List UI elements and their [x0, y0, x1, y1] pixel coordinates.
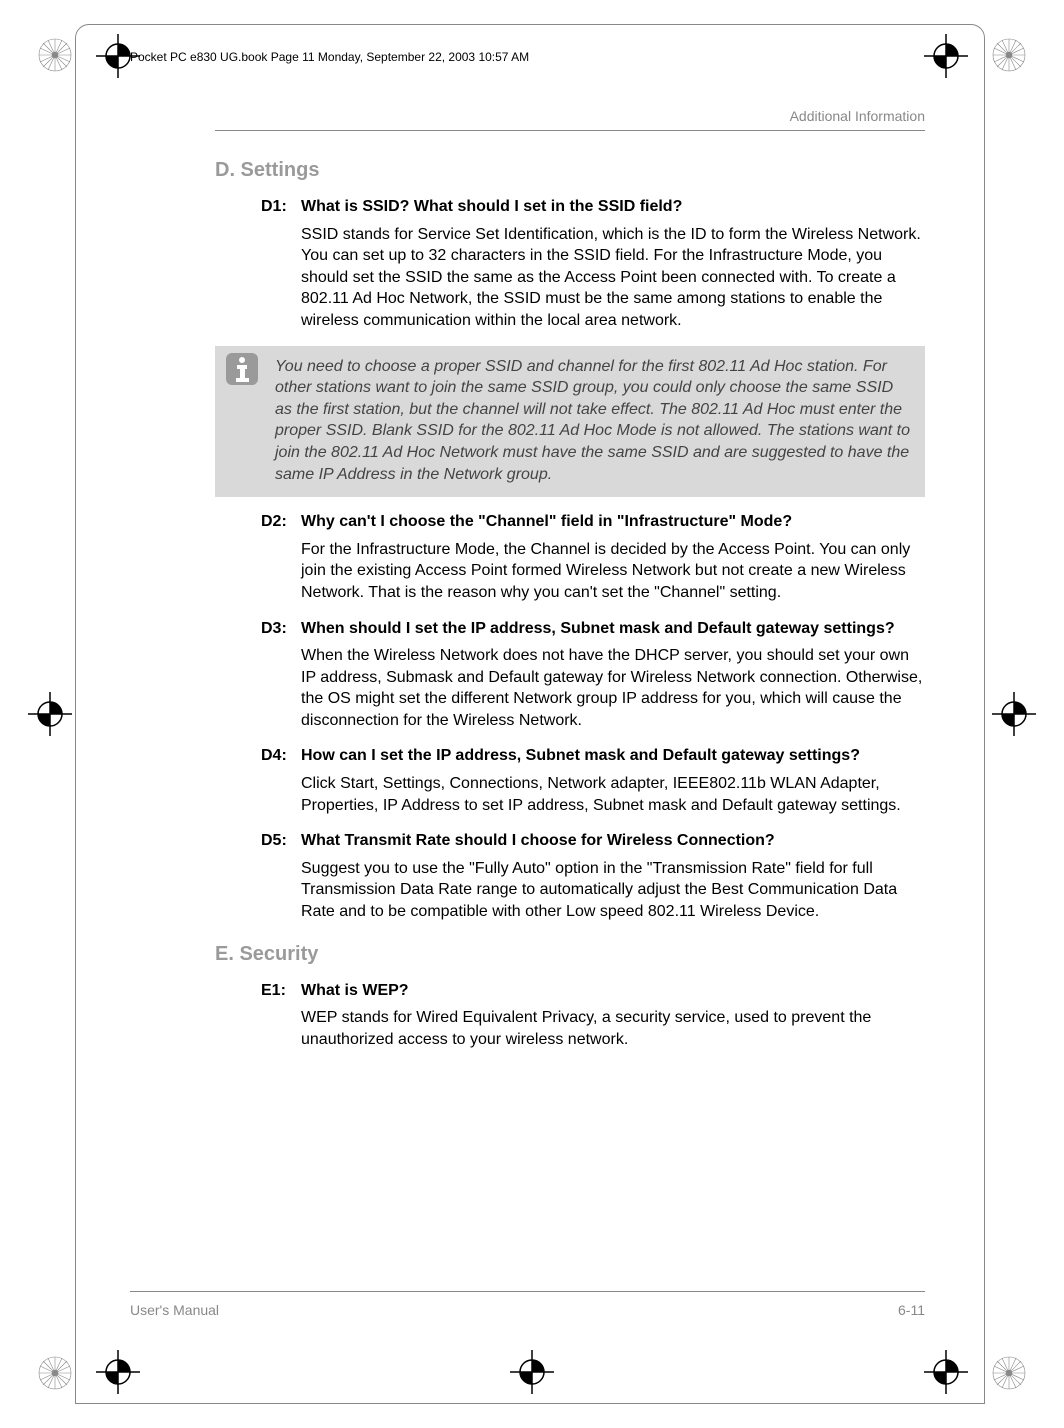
q-number: D5:	[261, 830, 301, 852]
q-text: What is SSID? What should I set in the S…	[301, 196, 925, 218]
note-text: You need to choose a proper SSID and cha…	[275, 358, 910, 483]
footer-page-number: 6-11	[898, 1302, 925, 1318]
q-text: What Transmit Rate should I choose for W…	[301, 830, 925, 852]
registration-mark	[924, 34, 968, 78]
book-source-label: Pocket PC e830 UG.book Page 11 Monday, S…	[130, 50, 529, 64]
q-number: D3:	[261, 618, 301, 640]
a-text: Suggest you to use the "Fully Auto" opti…	[301, 858, 925, 923]
q-text: How can I set the IP address, Subnet mas…	[301, 745, 925, 767]
qa-d4: D4: How can I set the IP address, Subnet…	[261, 745, 925, 816]
section-e-heading: E. Security	[215, 943, 925, 966]
footer-left: User's Manual	[130, 1302, 219, 1318]
registration-mark	[924, 1350, 968, 1394]
qa-d1: D1: What is SSID? What should I set in t…	[261, 196, 925, 332]
qa-d5: D5: What Transmit Rate should I choose f…	[261, 830, 925, 922]
qa-e1: E1: What is WEP? WEP stands for Wired Eq…	[261, 980, 925, 1051]
registration-mark	[96, 1350, 140, 1394]
qa-d2: D2: Why can't I choose the "Channel" fie…	[261, 511, 925, 603]
a-text: For the Infrastructure Mode, the Channel…	[301, 539, 925, 604]
q-text: Why can't I choose the "Channel" field i…	[301, 511, 925, 533]
chapter-header: Additional Information	[215, 108, 925, 131]
corner-ornament-tl	[38, 38, 72, 72]
q-number: D4:	[261, 745, 301, 767]
corner-ornament-br	[992, 1356, 1026, 1390]
a-text: WEP stands for Wired Equivalent Privacy,…	[301, 1007, 925, 1050]
registration-mark	[510, 1350, 554, 1394]
a-text: When the Wireless Network does not have …	[301, 645, 925, 731]
info-note: You need to choose a proper SSID and cha…	[215, 346, 925, 498]
q-text: What is WEP?	[301, 980, 925, 1002]
page-content: Additional Information D. Settings D1: W…	[215, 108, 925, 1064]
registration-mark	[992, 692, 1036, 736]
q-number: D2:	[261, 511, 301, 533]
q-number: E1:	[261, 980, 301, 1002]
a-text: Click Start, Settings, Connections, Netw…	[301, 773, 925, 816]
corner-ornament-tr	[992, 38, 1026, 72]
qa-d3: D3: When should I set the IP address, Su…	[261, 618, 925, 732]
corner-ornament-bl	[38, 1356, 72, 1390]
section-d-heading: D. Settings	[215, 159, 925, 182]
page-footer: User's Manual 6-11	[130, 1291, 925, 1318]
a-text: SSID stands for Service Set Identificati…	[301, 224, 925, 332]
registration-mark	[28, 692, 72, 736]
q-text: When should I set the IP address, Subnet…	[301, 618, 925, 640]
info-icon	[225, 352, 259, 386]
q-number: D1:	[261, 196, 301, 218]
